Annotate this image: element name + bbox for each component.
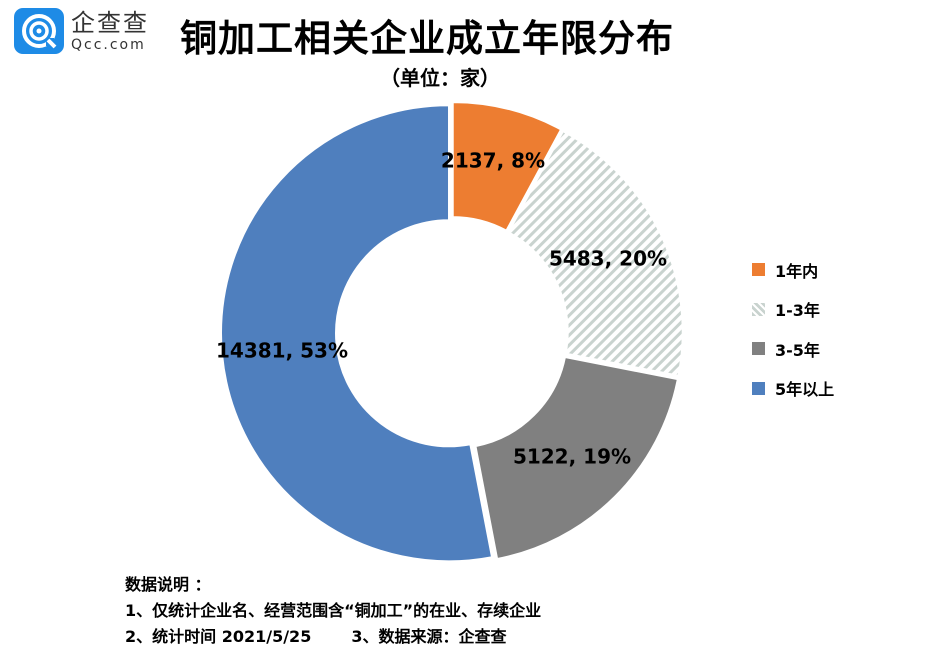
notes-heading: 数据说明 ： [125,575,211,594]
slice-0 [451,101,563,233]
legend-item: 1-3年 [752,290,834,330]
slice-3 [220,104,494,563]
chart-subtitle: （单位：家） [380,66,500,90]
legend-label: 3-5年 [775,340,820,360]
qcc-logo-icon [14,8,64,54]
slice-2 [474,355,679,561]
logo-cn: 企查查 [71,8,149,37]
legend-item: 5年以上 [752,369,834,409]
legend-item: 1年内 [752,250,834,290]
data-label-3: 14381, 53% [216,339,348,363]
data-label-0: 2137, 8% [441,149,545,173]
notes-line1: 1、仅统计企业名、经营范围含“铜加工”的在业、存续企业 [125,601,542,620]
legend-item: 3-5年 [752,329,834,369]
legend-label: 1-3年 [775,301,820,321]
notes-line2-date: 2、统计时间 2021/5/25 [125,627,312,646]
legend-swatch [752,381,765,395]
legend-swatch [752,263,765,277]
legend: 1年内 1-3年 3-5年 5年以上 [752,250,834,408]
notes-line2-source: 3、数据来源：企查查 [351,627,507,646]
data-notes: 数据说明 ： 1、仅统计企业名、经营范围含“铜加工”的在业、存续企业 2、统计时… [125,572,541,650]
logo-en: Qcc.com [71,36,146,53]
legend-label: 5年以上 [775,380,835,400]
slice-1 [507,129,684,377]
legend-swatch [752,342,765,356]
legend-swatch [752,302,765,316]
chart-title: 铜加工相关企业成立年限分布 [180,17,674,60]
qcc-logo: 企查查 Qcc.com [14,8,149,54]
data-label-1: 5483, 20% [549,247,667,271]
legend-label: 1年内 [775,261,819,281]
data-label-2: 5122, 19% [513,445,631,469]
